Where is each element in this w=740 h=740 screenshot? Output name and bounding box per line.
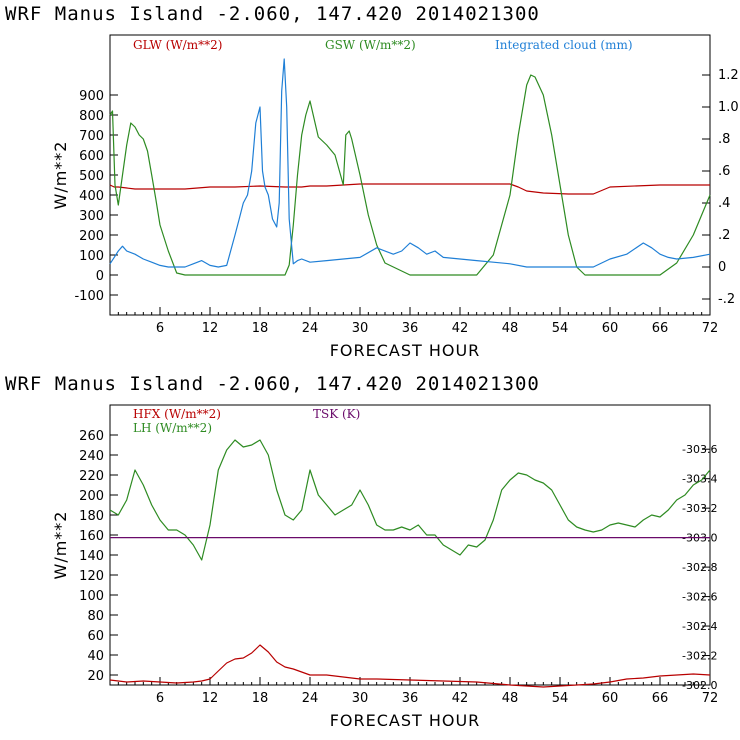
- chart-2-xlabel: FORECAST HOUR: [330, 711, 481, 730]
- chart-2-ytick-label: 140: [79, 549, 104, 564]
- chart-1-xtick-label: 48: [502, 321, 519, 336]
- chart-1-ytick-label: 100: [79, 249, 104, 264]
- chart-2-xtick-label: 12: [202, 691, 219, 706]
- chart-2: WRF Manus Island -2.060, 147.420 2014021…: [5, 373, 718, 730]
- chart-1-ytick-label: 200: [79, 229, 104, 244]
- chart-2-xtick-label: 54: [552, 691, 569, 706]
- chart-1-y2tick-label: .6: [718, 164, 730, 179]
- chart-1-xtick-label: 36: [402, 321, 419, 336]
- chart-1-xtick-label: 54: [552, 321, 569, 336]
- chart-1-series-integrated-line: [109, 58, 711, 268]
- chart-2-ytick-label: 180: [79, 509, 104, 524]
- chart-1-xtick-label: 24: [302, 321, 319, 336]
- chart-1-xtick-label: 66: [652, 321, 669, 336]
- chart-2-xtick-label: 30: [352, 691, 369, 706]
- chart-2-ylabel: W/m**2: [51, 511, 70, 580]
- chart-2-xtick-label: 72: [702, 691, 719, 706]
- chart-1-title: WRF Manus Island -2.060, 147.420 2014021…: [5, 3, 540, 25]
- chart-1-ylabel: W/m**2: [51, 141, 70, 210]
- chart-2-y2tick-label: -302.2: [682, 650, 717, 663]
- chart-1-y2tick-label: 1.0: [718, 100, 739, 115]
- chart-1-legend-gsw: GSW (W/m**2): [325, 38, 416, 52]
- chart-2-plot-frame: [109, 404, 711, 686]
- chart-2-xtick-label: 24: [302, 691, 319, 706]
- chart-1-y2tick-label: .4: [718, 196, 730, 211]
- chart-1-ytick-label: 300: [79, 209, 104, 224]
- chart-1-ytick-label: 700: [79, 129, 104, 144]
- chart-1-ytick-label: 400: [79, 189, 104, 204]
- chart-2-y2tick-label: -302.8: [682, 561, 717, 574]
- chart-2-title: WRF Manus Island -2.060, 147.420 2014021…: [5, 373, 540, 395]
- chart-2-xtick-label: 60: [602, 691, 619, 706]
- chart-2-legend-tsk: TSK (K): [313, 407, 360, 421]
- chart-2-series-hfx-line: [109, 644, 711, 688]
- chart-2-ytick-label: 160: [79, 529, 104, 544]
- chart-1-ytick-label: 0: [96, 269, 104, 284]
- chart-2-ytick-label: 120: [79, 569, 104, 584]
- chart-2-legend-lh: LH (W/m**2): [133, 421, 212, 435]
- chart-1-y2tick-label: .8: [718, 132, 730, 147]
- chart-1-y2tick-label: -.2: [718, 292, 735, 307]
- chart-1-ytick-label: 500: [79, 169, 104, 184]
- chart-1-xtick-label: 42: [452, 321, 469, 336]
- chart-2-y2tick-label: -303.4: [682, 473, 717, 486]
- chart-1-xtick-label: 6: [156, 321, 164, 336]
- chart-1-ytick-label: 800: [79, 109, 104, 124]
- chart-1: WRF Manus Island -2.060, 147.420 2014021…: [5, 3, 739, 360]
- chart-1-y2tick-label: 0: [718, 260, 726, 275]
- chart-2-xtick-label: 42: [452, 691, 469, 706]
- chart-2-ytick-label: 200: [79, 489, 104, 504]
- chart-2-ytick-label: 80: [87, 609, 104, 624]
- chart-1-xtick-label: 12: [202, 321, 219, 336]
- chart-1-xtick-label: 60: [602, 321, 619, 336]
- chart-1-plot-frame: [109, 34, 711, 316]
- chart-1-ytick-label: 600: [79, 149, 104, 164]
- chart-2-xtick-label: 18: [252, 691, 269, 706]
- chart-2-ytick-label: 240: [79, 449, 104, 464]
- chart-2-ytick-label: 260: [79, 429, 104, 444]
- chart-1-xtick-label: 18: [252, 321, 269, 336]
- chart-1-series-glw-line: [109, 183, 710, 195]
- chart-1-ytick-label: 900: [79, 89, 104, 104]
- chart-2-xtick-label: 6: [156, 691, 164, 706]
- chart-2-y2tick-label: -303.2: [682, 502, 717, 515]
- chart-2-y2tick-label: -302.4: [682, 620, 717, 633]
- chart-1-y2tick-label: 1.2: [718, 68, 739, 83]
- chart-1-legend-glw: GLW (W/m**2): [133, 38, 222, 52]
- chart-2-series-lh-line: [109, 439, 711, 561]
- chart-1-y2tick-label: .2: [718, 228, 730, 243]
- chart-2-y2tick-label: -303.6: [682, 443, 717, 456]
- chart-2-ytick-label: 20: [87, 669, 104, 684]
- chart-2-ytick-label: 40: [87, 649, 104, 664]
- chart-1-xlabel: FORECAST HOUR: [330, 341, 481, 360]
- chart-2-ytick-label: 220: [79, 469, 104, 484]
- chart-1-ytick-label: -100: [74, 289, 104, 304]
- chart-2-ytick-label: 60: [87, 629, 104, 644]
- chart-1-xtick-label: 30: [352, 321, 369, 336]
- chart-2-legend-hfx: HFX (W/m**2): [133, 407, 221, 421]
- chart-1-series-gsw-line: [109, 74, 711, 276]
- chart-2-y2tick-label: -302.6: [682, 591, 717, 604]
- chart-2-xtick-label: 66: [652, 691, 669, 706]
- chart-2-xtick-label: 48: [502, 691, 519, 706]
- chart-2-xtick-label: 36: [402, 691, 419, 706]
- chart-2-ytick-label: 100: [79, 589, 104, 604]
- chart-1-legend-cloud: Integrated cloud (mm): [495, 38, 633, 52]
- chart-2-y2tick-label: -302.0: [682, 679, 717, 692]
- chart-1-xtick-label: 72: [702, 321, 719, 336]
